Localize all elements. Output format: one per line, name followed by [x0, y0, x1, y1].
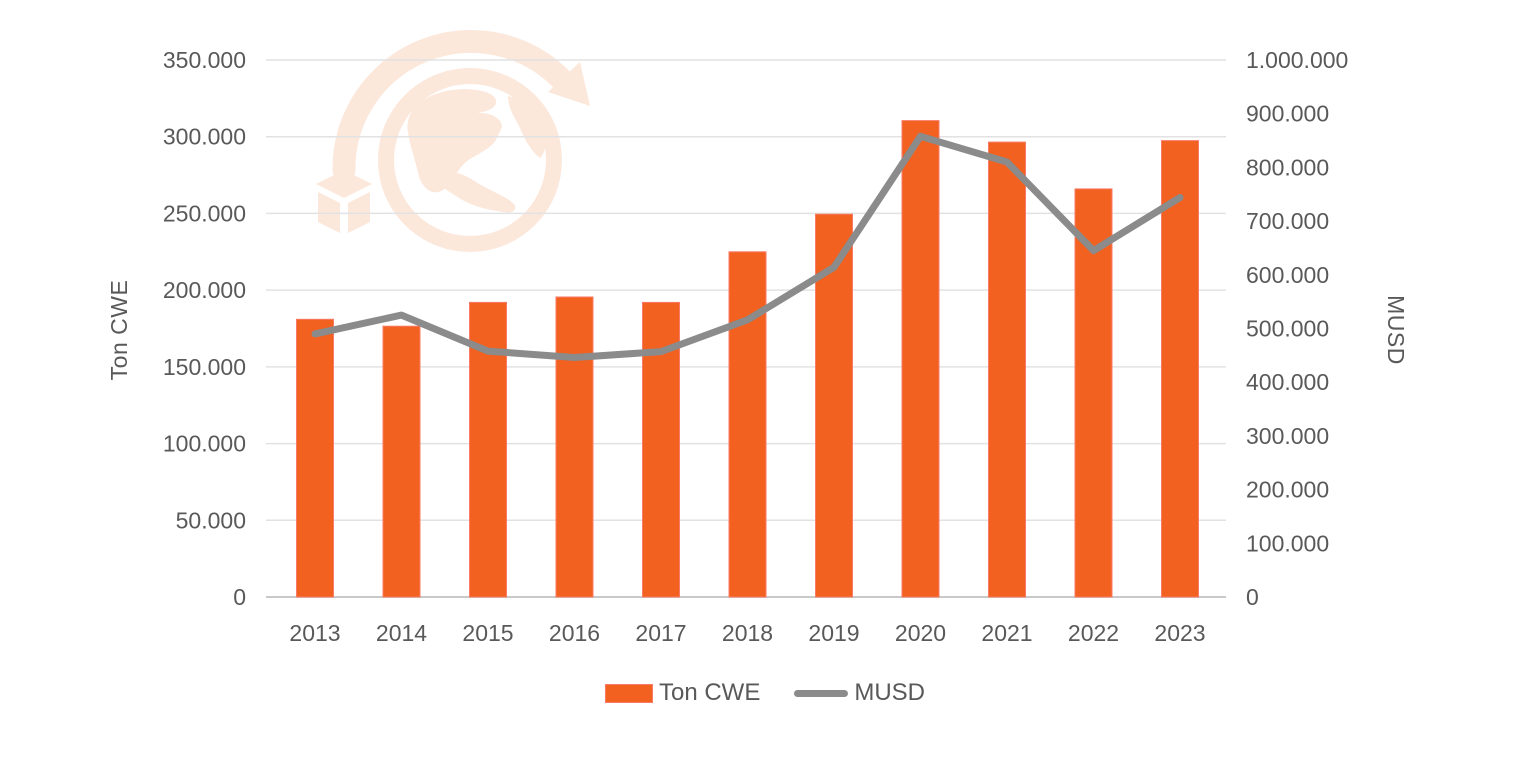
legend-label-ton-cwe: Ton CWE: [658, 679, 761, 706]
left-axis-tick-label: 250.000: [163, 200, 246, 226]
legend-line-swatch-icon: [794, 689, 849, 697]
right-axis-tick-label: 600.000: [1246, 262, 1329, 288]
legend-item-ton-cwe: Ton CWE: [604, 679, 761, 707]
left-axis-tick-label: 50.000: [176, 507, 246, 533]
right-axis-tick-label: 100.000: [1246, 530, 1329, 556]
bar-2013: [296, 318, 334, 598]
legend-item-musd: MUSD: [794, 679, 925, 707]
bar-2023: [1161, 140, 1199, 598]
legend-label-musd: MUSD: [854, 679, 926, 706]
x-axis-label-2018: 2018: [722, 620, 773, 646]
bar-2018: [728, 251, 767, 598]
left-axis-tick-label: 350.000: [163, 47, 246, 73]
x-axis-label-2023: 2023: [1154, 620, 1205, 646]
bar-2020: [901, 120, 940, 598]
left-axis-tick-label: 150.000: [163, 354, 246, 380]
right-axis-tick-label: 400.000: [1246, 369, 1329, 395]
right-axis-tick-label: 900.000: [1246, 101, 1329, 127]
x-axis-label-2017: 2017: [635, 620, 686, 646]
x-axis-label-2019: 2019: [808, 620, 859, 646]
x-axis-label-2022: 2022: [1068, 620, 1119, 646]
right-axis-tick-label: 800.000: [1246, 154, 1329, 180]
x-axis-label-2016: 2016: [549, 620, 600, 646]
left-axis-title: Ton CWE: [106, 279, 132, 381]
x-axis-label-2020: 2020: [895, 620, 946, 646]
bar-2014: [382, 325, 421, 598]
right-axis-tick-label: 1.000.000: [1246, 47, 1348, 73]
left-axis-tick-label: 300.000: [163, 124, 246, 150]
right-axis-tick-label: 200.000: [1246, 477, 1329, 503]
left-axis-tick-label: 200.000: [163, 277, 246, 303]
right-axis-tick-label: 300.000: [1246, 423, 1329, 449]
bar-2016: [555, 296, 594, 598]
left-axis-tick-label: 0: [233, 584, 246, 610]
bar-2022: [1074, 188, 1113, 598]
x-axis-label-2015: 2015: [462, 620, 513, 646]
right-axis-tick-label: 700.000: [1246, 208, 1329, 234]
right-axis-title: MUSD: [1383, 295, 1409, 365]
x-axis-label-2021: 2021: [981, 620, 1032, 646]
left-axis-tick-label: 100.000: [163, 431, 246, 457]
right-axis-tick-label: 0: [1246, 584, 1259, 610]
right-axis-tick-label: 500.000: [1246, 316, 1329, 342]
x-axis-label-2014: 2014: [376, 620, 427, 646]
musd-line: [311, 132, 1184, 361]
legend: Ton CWE MUSD: [604, 679, 925, 707]
bar-2021: [988, 141, 1026, 598]
x-axis-label-2013: 2013: [289, 620, 340, 646]
legend-bar-swatch-icon: [604, 683, 653, 703]
